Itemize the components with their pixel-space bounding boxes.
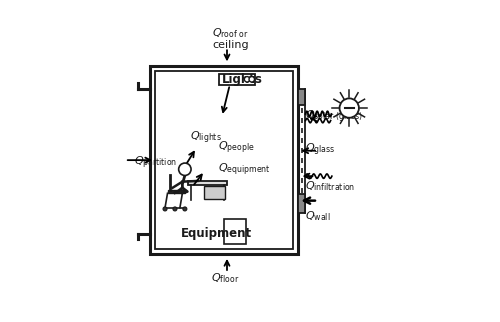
Bar <box>298 90 306 106</box>
Text: $\mathit{Q}_{\mathrm{lights}}$: $\mathit{Q}_{\mathrm{lights}}$ <box>190 130 222 146</box>
Text: $\mathit{Q}_{\mathrm{roof\ or}}$: $\mathit{Q}_{\mathrm{roof\ or}}$ <box>212 26 248 40</box>
Text: $\mathit{Q}_{\mathrm{wall}}$: $\mathit{Q}_{\mathrm{wall}}$ <box>304 209 330 223</box>
Text: $\mathit{Q}_{\mathrm{solar\ (glass)}}$: $\mathit{Q}_{\mathrm{solar\ (glass)}}$ <box>304 109 362 125</box>
Circle shape <box>244 77 250 82</box>
Bar <box>150 66 298 254</box>
Bar <box>204 186 225 199</box>
Bar <box>219 74 255 84</box>
Bar <box>188 181 226 185</box>
Circle shape <box>183 207 187 211</box>
Bar <box>168 190 186 193</box>
Bar <box>155 71 293 249</box>
Circle shape <box>178 163 191 175</box>
Text: $\mathit{Q}_{\mathrm{partition}}$: $\mathit{Q}_{\mathrm{partition}}$ <box>134 155 177 171</box>
Circle shape <box>340 99 359 118</box>
Bar <box>224 219 246 244</box>
Circle shape <box>249 77 254 82</box>
Text: $\mathit{Q}_{\mathrm{glass}}$: $\mathit{Q}_{\mathrm{glass}}$ <box>304 142 335 158</box>
Text: $\mathit{Q}_{\mathrm{infiltration}}$: $\mathit{Q}_{\mathrm{infiltration}}$ <box>304 179 355 193</box>
Bar <box>298 194 306 213</box>
Circle shape <box>163 207 167 211</box>
Text: Equipment: Equipment <box>181 227 252 240</box>
Text: $\mathit{Q}_{\mathrm{floor}}$: $\mathit{Q}_{\mathrm{floor}}$ <box>211 271 240 285</box>
Text: ceiling: ceiling <box>212 40 248 50</box>
Circle shape <box>173 207 177 211</box>
Text: $\mathit{Q}_{\mathrm{equipment}}$: $\mathit{Q}_{\mathrm{equipment}}$ <box>218 162 270 178</box>
Text: Lights: Lights <box>222 73 263 86</box>
Text: $\mathit{Q}_{\mathrm{people}}$: $\mathit{Q}_{\mathrm{people}}$ <box>218 139 254 156</box>
